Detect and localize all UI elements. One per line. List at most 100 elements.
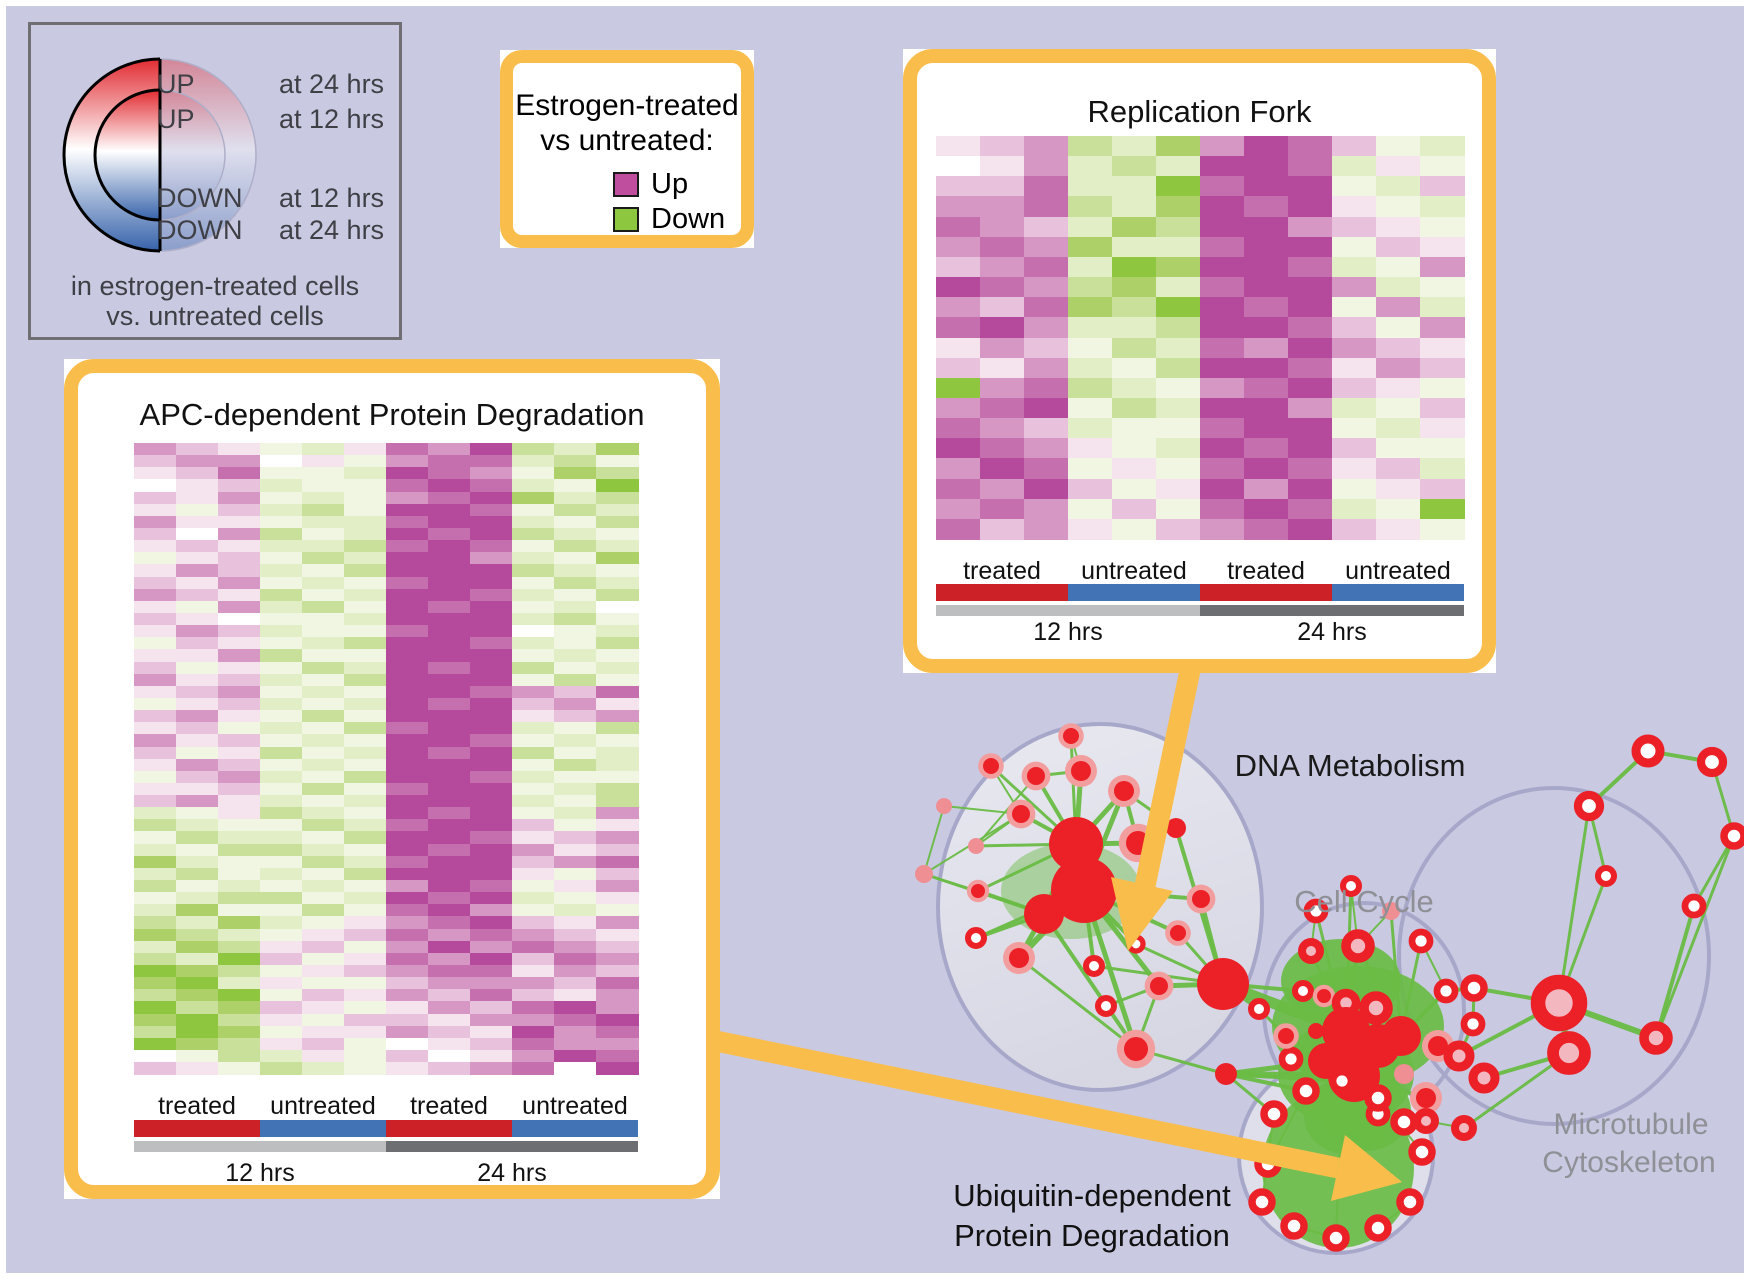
heatmap-cell bbox=[386, 795, 429, 808]
heatmap-cell bbox=[428, 625, 471, 638]
heatmap-cell bbox=[344, 637, 387, 650]
heatmap-cell bbox=[218, 564, 261, 578]
heatmap-cell bbox=[470, 661, 513, 675]
gene-node-ring bbox=[1083, 955, 1105, 977]
heatmap-cell bbox=[134, 843, 177, 857]
time-label-12hrs: 12 hrs bbox=[1033, 618, 1103, 646]
heatmap-cell bbox=[176, 916, 219, 930]
heatmap-cell bbox=[470, 880, 513, 893]
heatmap-cell bbox=[1156, 418, 1201, 439]
heatmap-cell bbox=[1288, 136, 1333, 157]
heatmap-cell bbox=[512, 880, 555, 893]
heatmap-cell bbox=[176, 734, 219, 748]
heatmap-cell bbox=[1376, 357, 1421, 379]
heatmap-cell bbox=[470, 673, 513, 687]
heatmap-cell bbox=[1332, 216, 1377, 238]
heatmap-cell bbox=[134, 880, 177, 893]
gene-node-ring bbox=[1460, 1011, 1486, 1037]
heatmap-cell bbox=[1024, 458, 1069, 480]
heatmap-cell bbox=[134, 1037, 177, 1051]
heatmap-cell bbox=[176, 1001, 219, 1015]
heatmap-cell bbox=[218, 685, 261, 699]
heatmap-cell bbox=[554, 843, 597, 857]
heatmap-cell bbox=[176, 940, 219, 954]
heatmap-cell bbox=[134, 515, 177, 529]
heatmap-cell bbox=[1068, 236, 1113, 258]
gene-node-ring bbox=[1681, 893, 1707, 919]
heatmap-cell bbox=[470, 710, 513, 723]
heatmap-cell bbox=[596, 612, 639, 626]
heatmap-cell bbox=[936, 196, 981, 218]
heatmap-cell bbox=[428, 443, 471, 456]
heatmap-cell bbox=[470, 892, 513, 905]
heatmap-cell bbox=[260, 904, 303, 918]
heatmap-cell bbox=[428, 1013, 471, 1027]
heatmap-cell bbox=[1376, 337, 1421, 359]
heatmap-cell bbox=[218, 503, 261, 517]
heatmap-cell bbox=[1200, 397, 1245, 419]
heatmap-cell bbox=[176, 782, 219, 796]
heatmap-cell bbox=[386, 697, 429, 711]
heatmap-cell bbox=[554, 904, 597, 918]
heatmap-cell bbox=[176, 637, 219, 650]
heatmap-cell bbox=[554, 819, 597, 833]
gene-node bbox=[1009, 948, 1029, 968]
heatmap-cell bbox=[470, 515, 513, 529]
heatmap-cell bbox=[386, 1025, 429, 1039]
heatmap-cell bbox=[554, 612, 597, 626]
heatmap-cell bbox=[260, 807, 303, 820]
heatmap-cell bbox=[1376, 317, 1421, 339]
heatmap-cell bbox=[260, 977, 303, 990]
heatmap-cell bbox=[218, 880, 261, 893]
gene-node-ring-pink bbox=[1451, 1115, 1477, 1141]
heatmap-cell bbox=[302, 928, 345, 942]
heatmap-cell bbox=[302, 1037, 345, 1051]
heatmap-cell bbox=[1244, 317, 1289, 339]
heatmap-cell bbox=[1068, 478, 1113, 500]
heatmap-cell bbox=[470, 855, 513, 869]
heatmap-cell bbox=[512, 916, 555, 930]
heatmap-cell bbox=[134, 892, 177, 905]
heatmap-cell bbox=[386, 467, 429, 480]
heatmap-cell bbox=[470, 1062, 513, 1075]
gene-node-ring bbox=[1280, 1212, 1308, 1240]
heatmap-cell bbox=[260, 697, 303, 711]
heatmap-cell bbox=[936, 136, 981, 157]
heatmap-cell bbox=[596, 673, 639, 687]
heatmap-cell bbox=[1244, 176, 1289, 198]
heatmap-cell bbox=[980, 256, 1025, 278]
heatmap-cell bbox=[260, 880, 303, 893]
time-label-24hrs: 24 hrs bbox=[1297, 618, 1367, 646]
heatmap-cell bbox=[470, 564, 513, 578]
network-edge bbox=[1042, 912, 1138, 1051]
heatmap-cell bbox=[260, 540, 303, 553]
heatmap-cell bbox=[344, 540, 387, 553]
heatmap-cell bbox=[1420, 196, 1465, 218]
heatmap-cell bbox=[1332, 337, 1377, 359]
heatmap-cell bbox=[428, 819, 471, 833]
heatmap-cell bbox=[1156, 277, 1201, 298]
heatmap-cell bbox=[596, 515, 639, 529]
gene-node-ring bbox=[1460, 974, 1488, 1002]
heatmap-cell bbox=[554, 564, 597, 578]
figure-background: UP at 24 hrs UP at 12 hrs DOWN at 12 hrs… bbox=[6, 6, 1744, 1273]
cluster-label: DNA Metabolism bbox=[1235, 748, 1466, 783]
gene-node-pink bbox=[915, 865, 933, 883]
heatmap-cell bbox=[596, 734, 639, 748]
heatmap-cell bbox=[176, 758, 219, 772]
heatmap-cell bbox=[260, 685, 303, 699]
heatmap-cell bbox=[1024, 176, 1069, 198]
heatmap-cell bbox=[554, 722, 597, 735]
heatmap-cell bbox=[470, 479, 513, 493]
heatmap-cell bbox=[176, 564, 219, 578]
gene-node-ring bbox=[1329, 1068, 1355, 1094]
heatmap-cell bbox=[596, 831, 639, 845]
heatmap-cell bbox=[512, 685, 555, 699]
time-bar-12hrs bbox=[134, 1141, 386, 1152]
gene-node-ring-pink bbox=[1547, 1031, 1591, 1075]
heatmap-cell bbox=[554, 880, 597, 893]
heatmap-cell bbox=[344, 1062, 387, 1075]
heatmap-cell bbox=[936, 236, 981, 258]
heatmap-cell bbox=[176, 1062, 219, 1075]
heatmap-cell bbox=[1112, 256, 1157, 278]
